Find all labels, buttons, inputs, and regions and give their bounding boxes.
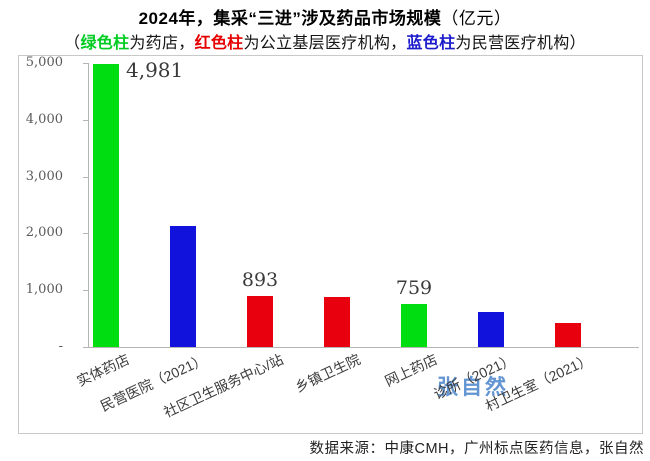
x-axis-label-4: 网上药店 [382, 351, 440, 390]
subtitle-segment-4: 蓝色柱 [406, 35, 456, 52]
subtitle-segment-0: 绿色柱 [80, 35, 130, 52]
bar-2-社区卫生服务中心/站 [247, 296, 273, 347]
y-axis-label-4: 1,000 [25, 282, 63, 298]
watermark-text: 张自然 [437, 376, 509, 399]
chart-subtitle: （绿色柱为药店，红色柱为公立基层医疗机构，蓝色柱为民营医疗机构） [0, 29, 650, 53]
y-axis-label-0: 5,000 [25, 55, 63, 70]
y-axis-tick-5 [83, 347, 88, 348]
bar-5-诊所（2021） [478, 311, 504, 347]
plot-area: 张自然 5,000 4,000 3,000 2,000 1,000 - 4,981 893 75… [18, 55, 643, 434]
subtitle-close-paren: ） [569, 35, 586, 52]
chart-title-text: 2024年，集采“三进”涉及药品市场规模 [138, 9, 442, 28]
chart-title-unit: （亿元） [441, 9, 512, 28]
y-axis-label-2: 3,000 [25, 168, 63, 184]
x-axis-label-0: 实体药店 [74, 351, 132, 390]
y-axis-label-5: - [58, 339, 63, 354]
subtitle-open-paren: （ [64, 35, 81, 52]
x-axis-label-3: 乡镇卫生院 [292, 351, 363, 396]
bar-0-实体药店 [93, 64, 119, 347]
bar-3-乡镇卫生院 [324, 297, 350, 347]
y-axis-line [88, 63, 89, 347]
bar-4-网上药店 [401, 303, 427, 347]
y-axis-tick-4 [83, 290, 88, 292]
data-label-2: 893 [241, 269, 279, 292]
y-axis-tick-1 [83, 119, 88, 121]
subtitle-segment-3: 为公立基层医疗机构， [243, 35, 407, 52]
subtitle-segment-1: 为药店， [129, 35, 195, 52]
y-axis-tick-2 [83, 176, 88, 178]
y-axis-label-3: 2,000 [25, 225, 63, 241]
subtitle-segment-5: 为民营医疗机构 [455, 35, 570, 52]
data-label-0: 4,981 [126, 58, 184, 83]
data-label-4: 759 [395, 276, 433, 299]
y-axis-label-1: 4,000 [25, 111, 63, 127]
y-axis-tick-0 [83, 63, 88, 64]
x-axis-line [88, 347, 639, 348]
source-note: 数据来源：中康CMH，广州标点医药信息，张自然 [309, 441, 644, 457]
chart-title: 2024年，集采“三进”涉及药品市场规模（亿元） [0, 4, 650, 29]
subtitle-segment-2: 红色柱 [194, 35, 244, 52]
y-axis-tick-3 [83, 233, 88, 235]
subtitle-segments: 绿色柱为药店，红色柱为公立基层医疗机构，蓝色柱为民营医疗机构 [80, 35, 569, 52]
bar-6-村卫生室（2021） [555, 323, 581, 347]
bar-1-民营医院（2021） [170, 226, 196, 347]
